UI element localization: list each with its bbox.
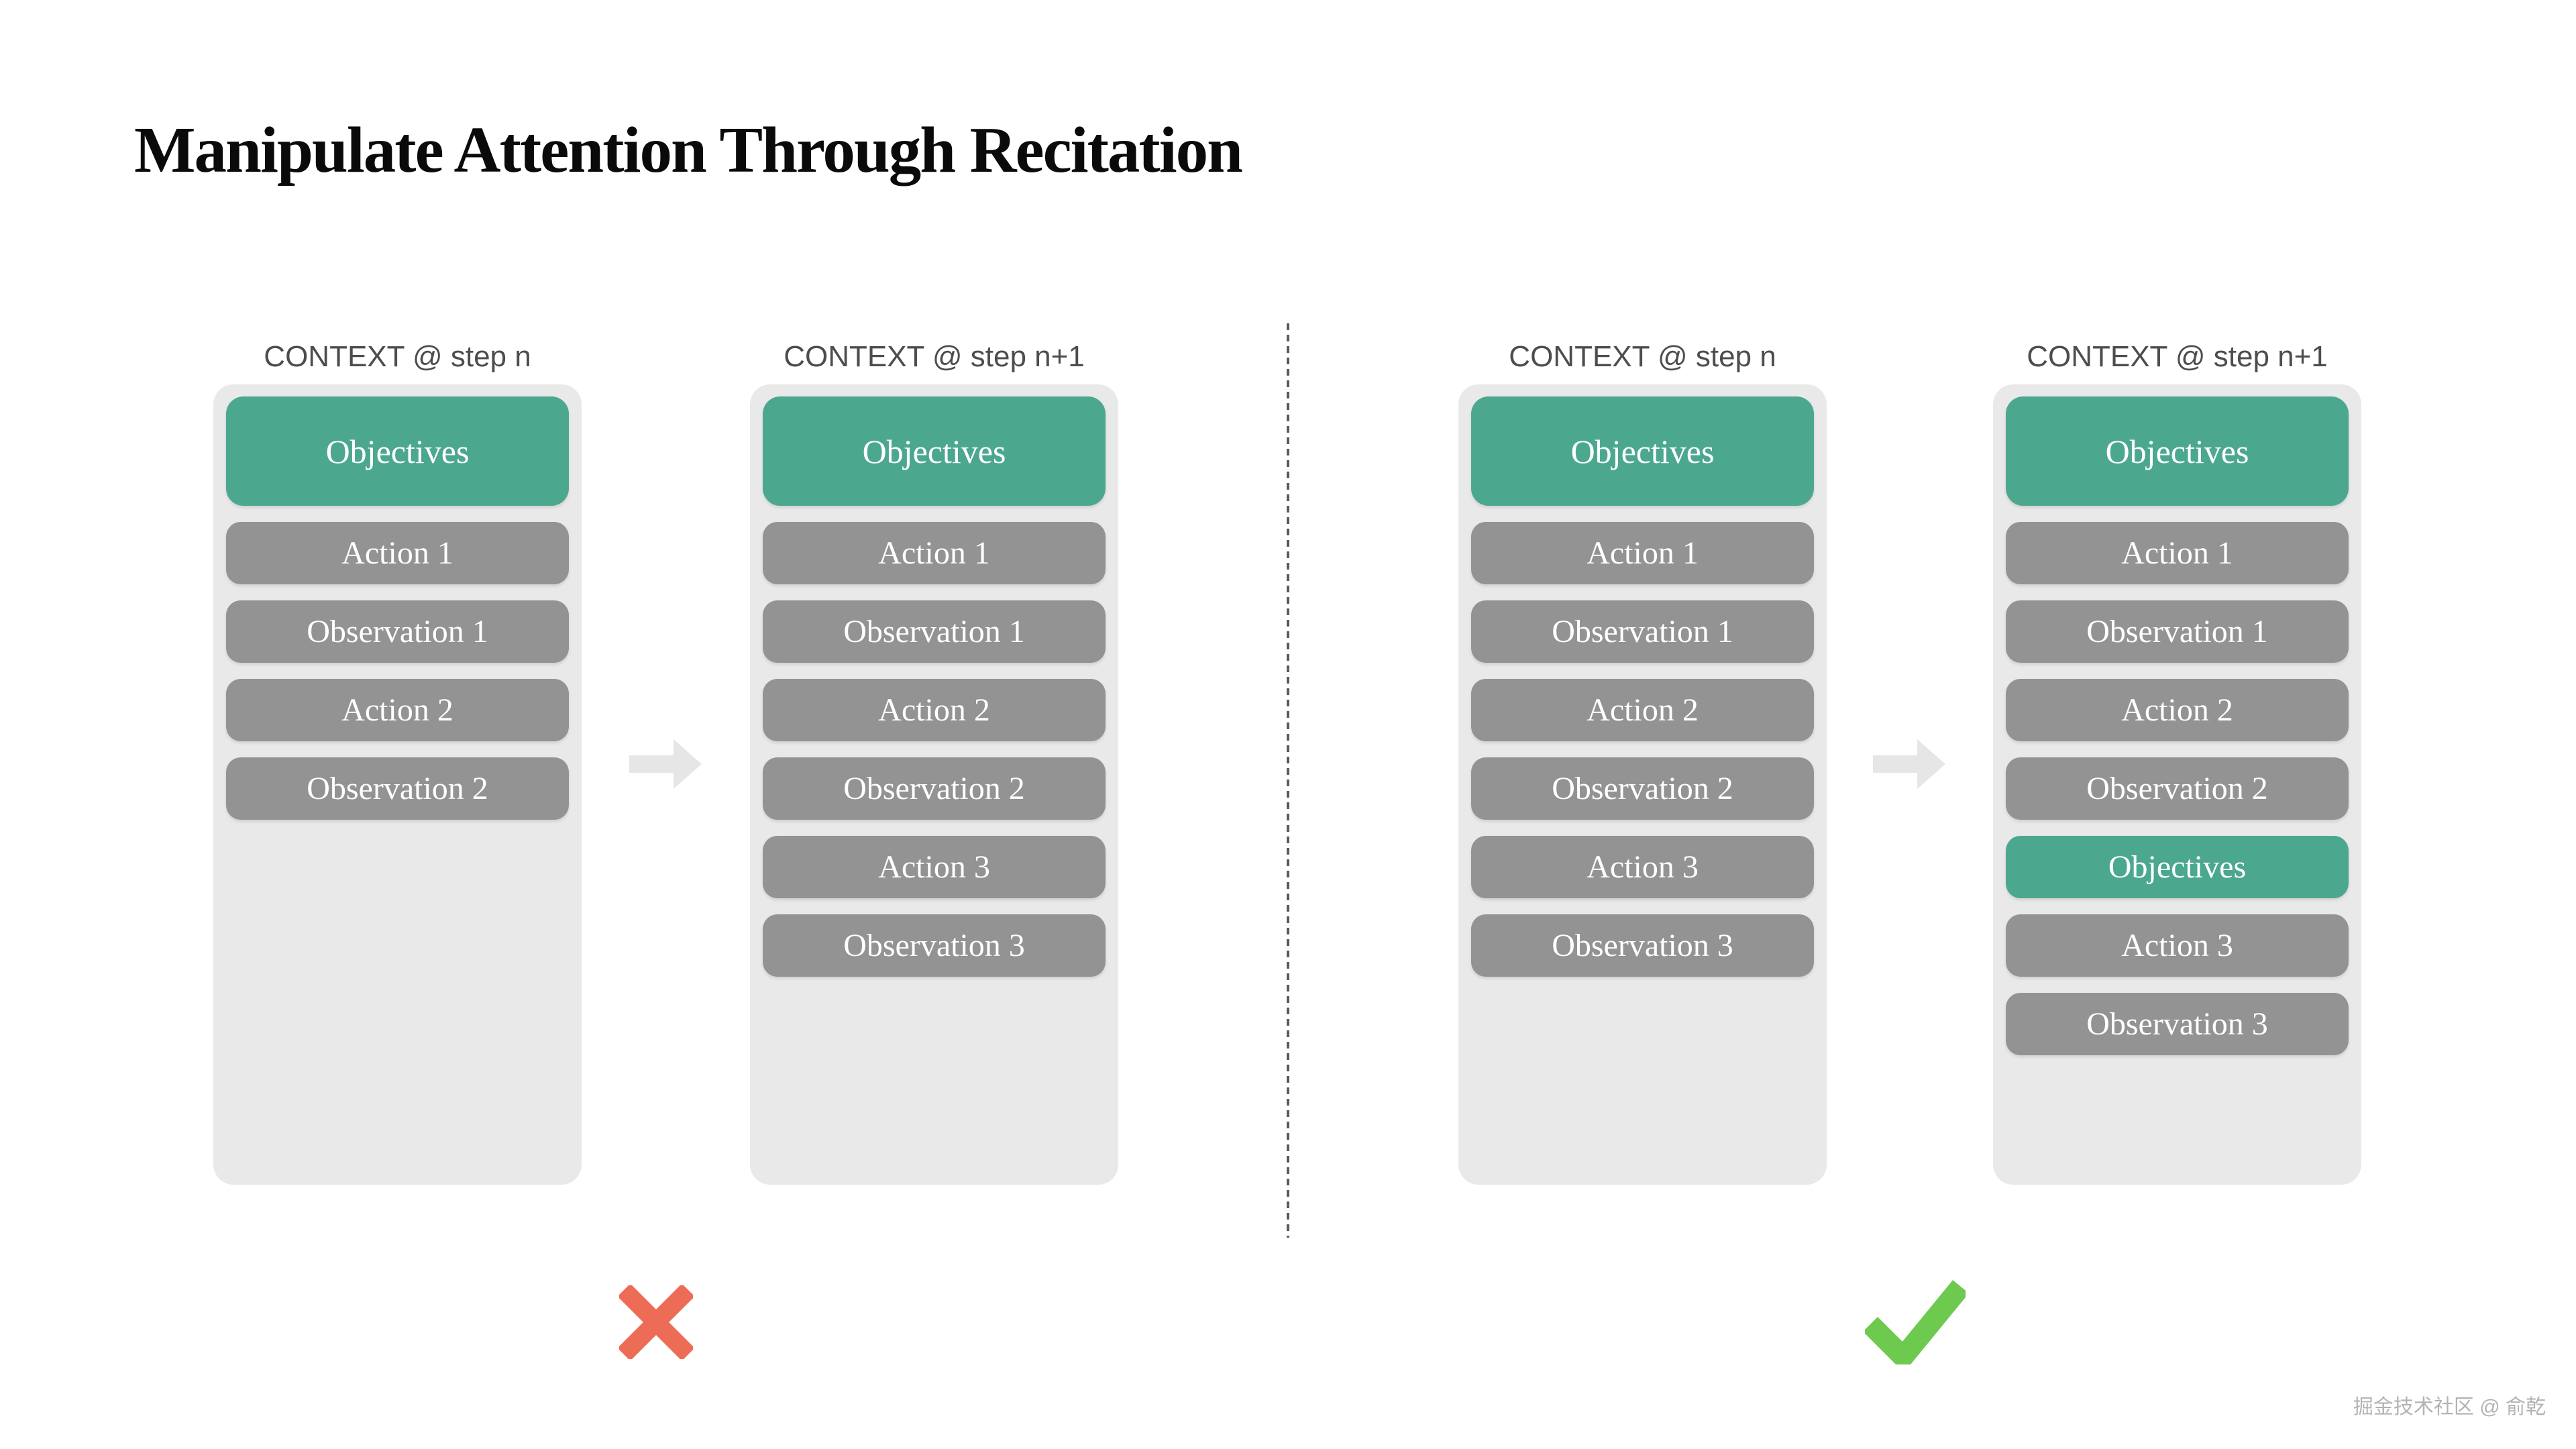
step-box: Action 2 (2006, 679, 2349, 741)
step-box: Observation 3 (1471, 914, 1814, 977)
watermark: 掘金技术社区 @ 俞乾 (2353, 1396, 2546, 1418)
step-box: Observation 1 (226, 600, 569, 663)
step-box: Action 2 (1471, 679, 1814, 741)
panel-header: CONTEXT @ step n (1509, 340, 1776, 373)
step-box: Action 1 (226, 522, 569, 584)
context-panel-wrong-step-n1: CONTEXT @ step n+1 Objectives Action 1 Obs… (750, 335, 1118, 1185)
context-window: Objectives Action 1 Observation 1 Action 2 O… (750, 384, 1118, 1185)
step-box: Observation 2 (226, 757, 569, 820)
step-box: Observation 1 (2006, 600, 2349, 663)
objectives-box: Objectives (2006, 836, 2349, 898)
step-box: Observation 2 (1471, 757, 1814, 820)
panel-header: CONTEXT @ step n (264, 340, 531, 373)
right-arrow-icon (1873, 739, 1945, 789)
context-window: Objectives Action 1 Observation 1 Action 2 O… (1458, 384, 1827, 1185)
step-box: Action 1 (1471, 522, 1814, 584)
context-window: Objectives Action 1 Observation 1 Action 2 O… (1993, 384, 2361, 1185)
step-box: Observation 2 (2006, 757, 2349, 820)
step-box: Action 1 (2006, 522, 2349, 584)
page-title: Manipulate Attention Through Recitation (134, 114, 1243, 186)
panel-header: CONTEXT @ step n+1 (2027, 340, 2328, 373)
context-panel-right-step-n1: CONTEXT @ step n+1 Objectives Action 1 Obs… (1993, 335, 2361, 1185)
step-box: Observation 2 (763, 757, 1106, 820)
step-box: Action 1 (763, 522, 1106, 584)
objectives-box: Objectives (763, 396, 1106, 506)
context-window: Objectives Action 1 Observation 1 Action 2 O… (213, 384, 582, 1185)
context-panel-right-step-n: CONTEXT @ step n Objectives Action 1 Obser… (1458, 335, 1827, 1185)
check-icon (1865, 1280, 1966, 1364)
objectives-box: Objectives (226, 396, 569, 506)
right-arrow-icon (629, 739, 702, 789)
step-box: Action 3 (1471, 836, 1814, 898)
context-panel-wrong-step-n: CONTEXT @ step n Objectives Action 1 Obser… (213, 335, 582, 1185)
step-box: Action 2 (763, 679, 1106, 741)
dashed-divider (1287, 323, 1289, 1238)
panel-header: CONTEXT @ step n+1 (784, 340, 1085, 373)
step-box: Observation 1 (763, 600, 1106, 663)
step-box: Action 3 (763, 836, 1106, 898)
objectives-box: Objectives (1471, 396, 1814, 506)
step-box: Observation 3 (2006, 993, 2349, 1055)
step-box: Observation 1 (1471, 600, 1814, 663)
step-box: Observation 3 (763, 914, 1106, 977)
step-box: Action 3 (2006, 914, 2349, 977)
objectives-box: Objectives (2006, 396, 2349, 506)
step-box: Action 2 (226, 679, 569, 741)
cross-icon (619, 1285, 693, 1359)
